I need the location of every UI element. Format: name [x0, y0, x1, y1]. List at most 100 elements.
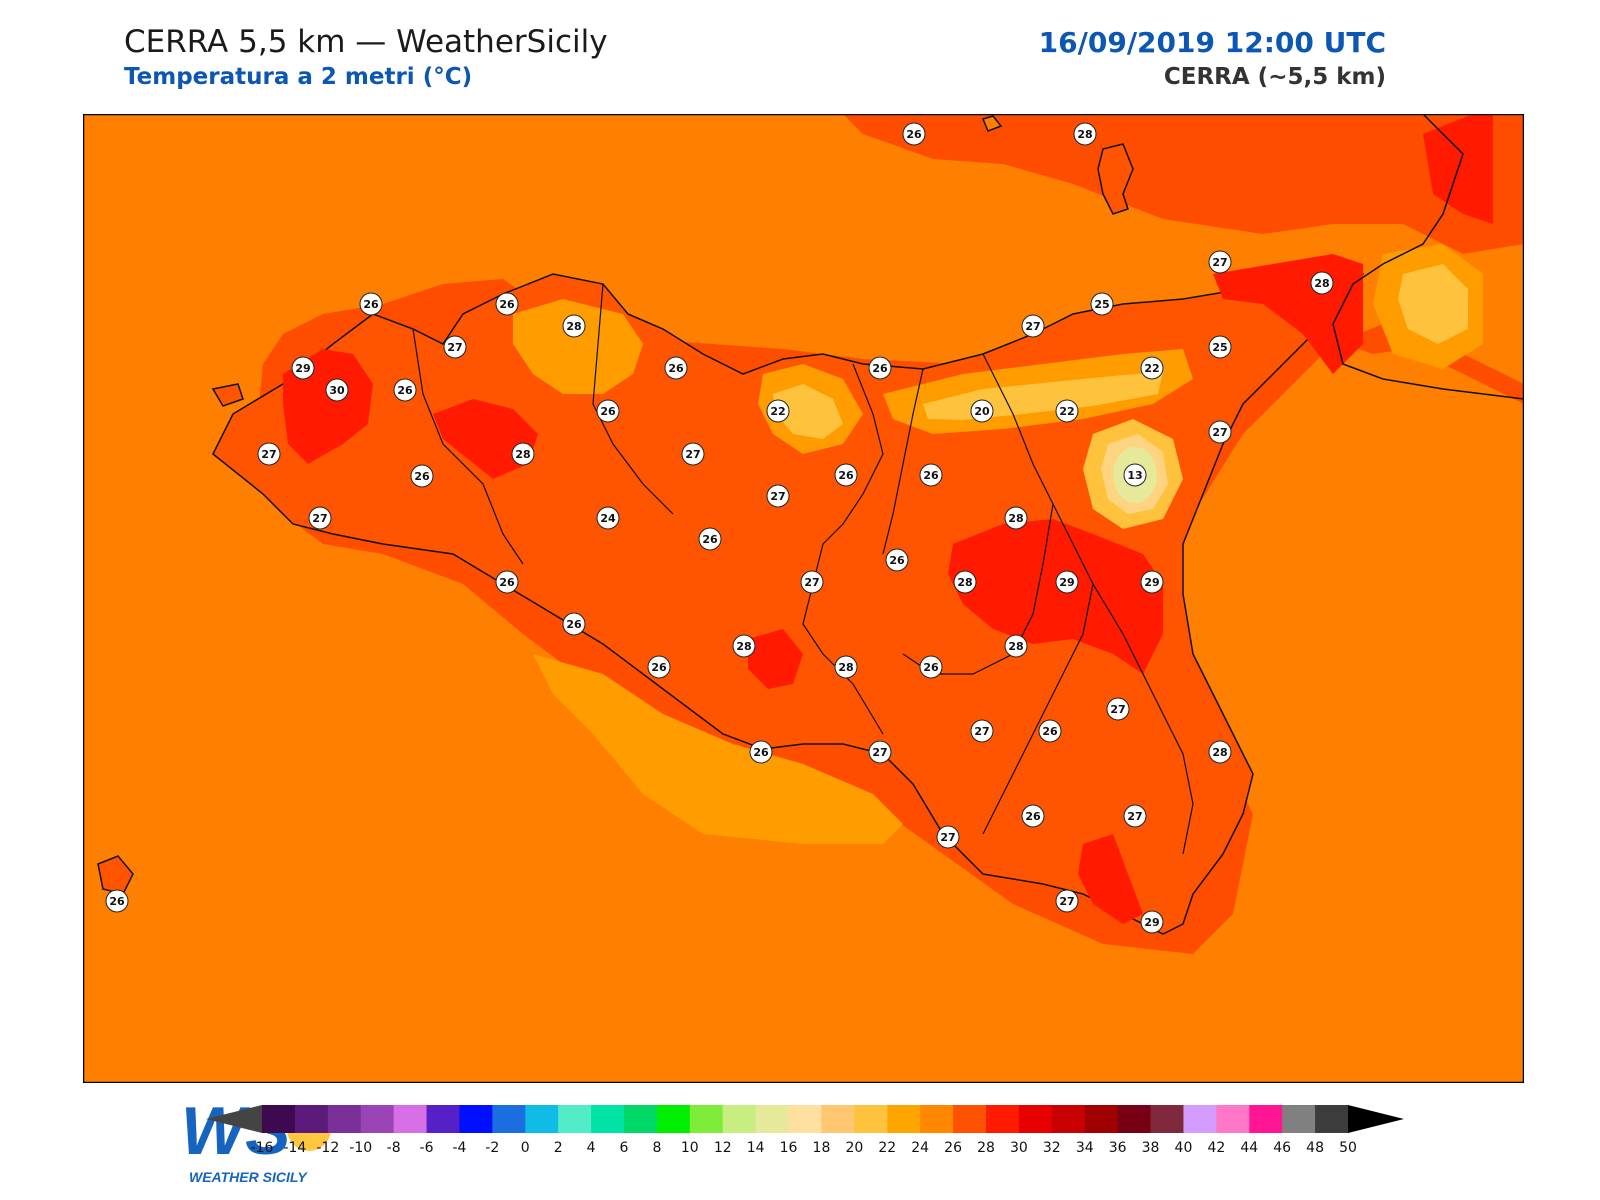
- station-temp-label: 27: [1110, 703, 1125, 716]
- station-marker: 29: [1140, 570, 1164, 594]
- colorbar-swatch: [1315, 1105, 1349, 1133]
- colorbar-swatch: [1018, 1105, 1053, 1133]
- colorbar-swatch: [558, 1105, 592, 1133]
- station-marker: 26: [105, 889, 129, 913]
- colorbar-tick: 16: [780, 1140, 798, 1156]
- station-circle: [834, 463, 858, 487]
- station-temp-label: 26: [889, 554, 905, 567]
- station-temp-label: 25: [1094, 298, 1109, 311]
- station-marker: 24: [596, 506, 620, 530]
- station-marker: 27: [1208, 250, 1232, 274]
- temperature-colorbar: -16 -14 -12 -10 -8 -6 -4 -2 0 2 4 6 8 10 12 14 16 18 20 22 2…: [206, 1105, 1404, 1156]
- egadi-islands: [211, 383, 244, 407]
- colorbar-swatch: [1150, 1105, 1184, 1133]
- station-marker: 26: [902, 122, 926, 146]
- station-circle: [1055, 889, 1079, 913]
- station-circle: [885, 548, 909, 572]
- station-marker: 30: [325, 378, 349, 402]
- station-marker: 26: [834, 463, 858, 487]
- colorbar-swatch: [722, 1105, 757, 1133]
- station-circle: [953, 570, 977, 594]
- station-marker: 26: [698, 527, 722, 551]
- station-marker: 26: [495, 570, 519, 594]
- station-circle: [1021, 314, 1045, 338]
- station-marker: 26: [1021, 804, 1045, 828]
- colorbar-tick: 48: [1306, 1140, 1324, 1156]
- station-marker: 27: [1055, 889, 1079, 913]
- station-circle: [410, 464, 434, 488]
- colorbar-swatch: [591, 1105, 625, 1133]
- station-circle: [902, 122, 926, 146]
- field-hot-catania: [948, 519, 1163, 674]
- station-temp-label: 28: [736, 640, 751, 653]
- station-circle: [1208, 250, 1232, 274]
- colorbar-tick: 36: [1109, 1140, 1127, 1156]
- colorbar-swatch: [459, 1105, 493, 1133]
- colorbar-tick: -10: [349, 1140, 372, 1156]
- station-circle: [1123, 463, 1147, 487]
- station-marker: 27: [800, 570, 824, 594]
- colorbar-swatch: [492, 1105, 526, 1133]
- station-circle: [1140, 570, 1164, 594]
- colorbar-swatch: [788, 1105, 822, 1133]
- station-marker: 26: [359, 292, 383, 316]
- station-markers: 26 28 26 26 28 27 29 30 26 27 26 28 27 26 26 27 24 26 26 26…: [105, 122, 1334, 934]
- station-marker: 27: [868, 740, 892, 764]
- colorbar-swatch: [624, 1105, 658, 1133]
- station-circle: [1208, 740, 1232, 764]
- station-marker: 28: [562, 314, 586, 338]
- station-circle: [359, 292, 383, 316]
- station-marker: 26: [919, 463, 943, 487]
- colorbar-tick: 14: [747, 1140, 765, 1156]
- station-temp-label: 26: [702, 533, 718, 546]
- station-circle: [1140, 356, 1164, 380]
- station-temp-label: 28: [566, 320, 581, 333]
- station-circle: [681, 442, 705, 466]
- colorbar-tick: 6: [620, 1140, 629, 1156]
- station-circle: [732, 634, 756, 658]
- station-circle: [562, 612, 586, 636]
- station-temp-label: 26: [1025, 810, 1041, 823]
- colorbar-tick: 34: [1076, 1140, 1094, 1156]
- colorbar-swatch: [294, 1105, 329, 1133]
- colorbar-tick: 40: [1175, 1140, 1193, 1156]
- colorbar-swatch: [887, 1105, 921, 1133]
- province-boundaries: [412, 283, 1194, 855]
- station-marker: 22: [766, 399, 790, 423]
- colorbar-swatch: [689, 1105, 724, 1133]
- station-marker: 29: [1055, 570, 1079, 594]
- station-circle: [766, 399, 790, 423]
- station-circle: [596, 506, 620, 530]
- station-marker: 26: [885, 548, 909, 572]
- station-circle: [834, 655, 858, 679]
- station-temp-label: 28: [515, 448, 530, 461]
- colorbar-tick: 24: [911, 1140, 929, 1156]
- station-marker: 27: [1106, 697, 1130, 721]
- station-marker: 27: [443, 335, 467, 359]
- station-marker: 29: [291, 356, 315, 380]
- station-circle: [308, 506, 332, 530]
- field-hot-trapani: [433, 399, 538, 479]
- station-marker: 28: [834, 655, 858, 679]
- station-temp-label: 27: [447, 341, 462, 354]
- station-temp-label: 13: [1127, 469, 1142, 482]
- station-circle: [919, 655, 943, 679]
- station-temp-label: 26: [566, 618, 582, 631]
- temperature-field: 26 28 26 26 28 27 29 30 26 27 26 28 27 26 26 27 24 26 26 26…: [83, 114, 1524, 1083]
- station-circle: [749, 740, 773, 764]
- station-marker: 27: [970, 719, 994, 743]
- colorbar-swatch: [656, 1105, 691, 1133]
- station-marker: 26: [410, 464, 434, 488]
- station-circle: [1055, 570, 1079, 594]
- station-temp-label: 26: [753, 746, 769, 759]
- station-circle: [596, 399, 620, 423]
- calabria-coast: [1332, 114, 1524, 400]
- station-temp-label: 27: [872, 746, 887, 759]
- station-circle: [1038, 719, 1062, 743]
- station-circle: [291, 356, 315, 380]
- station-temp-label: 30: [329, 384, 345, 397]
- colorbar-swatch: [1183, 1105, 1217, 1133]
- colorbar-tick: 8: [652, 1140, 661, 1156]
- colorbar-tick: 12: [714, 1140, 732, 1156]
- station-marker: 27: [766, 484, 790, 508]
